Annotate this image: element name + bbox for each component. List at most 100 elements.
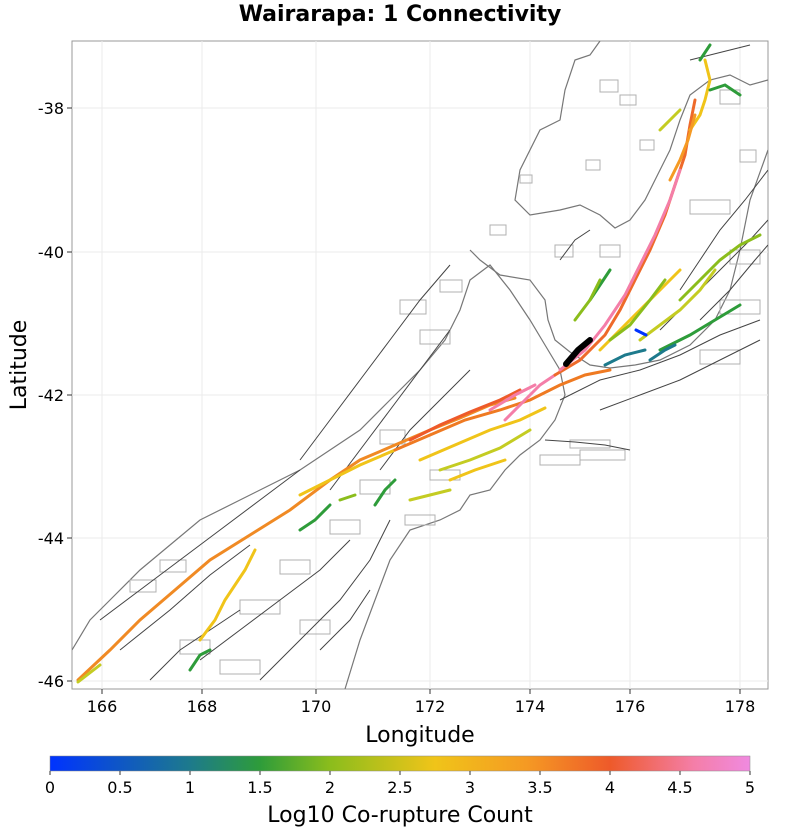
y-tick-label: -40	[38, 243, 64, 262]
x-tick-label: 170	[301, 697, 332, 716]
fault-segment	[648, 343, 677, 362]
fault-segment	[76, 663, 102, 684]
fault-box	[569, 439, 611, 449]
fault-box	[585, 159, 601, 171]
fault-segment	[658, 108, 682, 132]
fault-trace	[329, 329, 451, 491]
south-island-coast	[72, 264, 566, 689]
colorbar-tick-label: 2.5	[387, 778, 412, 797]
y-tick-label: -42	[38, 386, 64, 405]
y-tick-label: -38	[38, 99, 64, 118]
fault-segment	[608, 278, 667, 342]
fault-box	[689, 199, 731, 215]
colorbar-tick-label: 0	[45, 778, 55, 797]
colorbar-tick-label: 5	[745, 778, 755, 797]
fault-segment	[558, 168, 682, 372]
colorbar-tick-label: 4	[605, 778, 615, 797]
fault-box	[599, 79, 619, 93]
fault-segment	[503, 373, 557, 422]
fault-segment	[198, 548, 257, 642]
fault-segment	[688, 58, 712, 132]
fault-box	[554, 244, 574, 258]
colorbar-ticks	[49, 771, 751, 775]
north-island-south-coast	[469, 149, 768, 369]
fault-segment	[573, 278, 602, 322]
map-title: Wairarapa: 1 Connectivity	[238, 2, 562, 27]
fault-trace	[99, 469, 301, 621]
fault-box	[729, 249, 761, 265]
y-axis-ticks	[67, 107, 72, 682]
x-tick-label: 176	[615, 697, 646, 716]
fault-segment	[448, 458, 507, 482]
fault-box	[129, 579, 157, 593]
x-tick-label: 172	[415, 697, 446, 716]
fault-box	[519, 174, 533, 184]
x-axis-ticks	[101, 689, 741, 694]
fault-trace	[299, 264, 451, 461]
fault-trace	[319, 589, 371, 651]
fault-box	[579, 449, 626, 461]
x-tick-label: 174	[515, 697, 546, 716]
fault-trace	[199, 539, 351, 661]
fault-segment	[634, 328, 648, 337]
fault-box	[639, 139, 655, 151]
fault-segment	[418, 406, 547, 462]
fault-box	[399, 299, 427, 315]
y-tick-label: -46	[38, 672, 64, 691]
colorbar	[49, 755, 751, 772]
fault-segment	[373, 478, 397, 507]
colorbar-tick-label: 4.5	[667, 778, 692, 797]
fault-segment	[638, 268, 717, 342]
fault-segment	[698, 43, 712, 62]
fault-trace	[559, 319, 761, 401]
colorbar-tick-label: 1.5	[247, 778, 272, 797]
fault-segment	[488, 383, 537, 412]
fault-trace	[544, 439, 631, 451]
fault-box	[699, 349, 741, 365]
selected-fault-wairarapa	[563, 337, 593, 367]
colorbar-tick-label: 1	[185, 778, 195, 797]
north-island-coast	[514, 41, 768, 229]
fault-trace	[599, 339, 761, 411]
fault-segment	[298, 448, 397, 497]
fault-segment	[708, 83, 742, 97]
fault-box	[719, 299, 761, 315]
grid-lines	[72, 41, 768, 689]
y-tick-label: -44	[38, 529, 64, 548]
fault-trace	[149, 609, 241, 681]
fault-box	[239, 599, 281, 615]
fault-segment	[298, 503, 332, 532]
fault-box	[404, 514, 436, 526]
y-axis-label: Latitude	[7, 320, 32, 411]
fault-segment	[603, 348, 647, 367]
colorbar-tick-label: 3	[465, 778, 475, 797]
fault-box	[599, 244, 621, 258]
plot-frame	[71, 40, 769, 690]
fault-segment	[338, 493, 357, 502]
x-tick-label: 178	[725, 697, 756, 716]
fault-boxes	[129, 79, 761, 675]
fault-box	[329, 519, 361, 535]
fault-segment	[658, 303, 742, 352]
fault-segment	[668, 113, 697, 182]
corupture-faults	[76, 43, 762, 684]
fault-box	[219, 659, 261, 675]
fault-trace	[699, 244, 768, 321]
fault-box	[159, 559, 187, 573]
colorbar-label: Log10 Co-rupture Count	[267, 803, 533, 828]
fault-box	[619, 94, 637, 106]
fault-trace	[259, 519, 391, 681]
fault-box	[489, 224, 507, 236]
x-tick-label: 166	[87, 697, 118, 716]
fault-trace	[679, 169, 768, 291]
fault-segment	[188, 648, 212, 672]
colorbar-tick-label: 3.5	[527, 778, 552, 797]
fault-box	[299, 619, 331, 635]
fault-trace	[559, 229, 591, 261]
x-axis-label: Longitude	[365, 723, 474, 748]
fault-box	[279, 559, 311, 575]
fault-box	[439, 279, 463, 293]
fault-box	[419, 329, 451, 345]
colorbar-tick-label: 2	[325, 778, 335, 797]
